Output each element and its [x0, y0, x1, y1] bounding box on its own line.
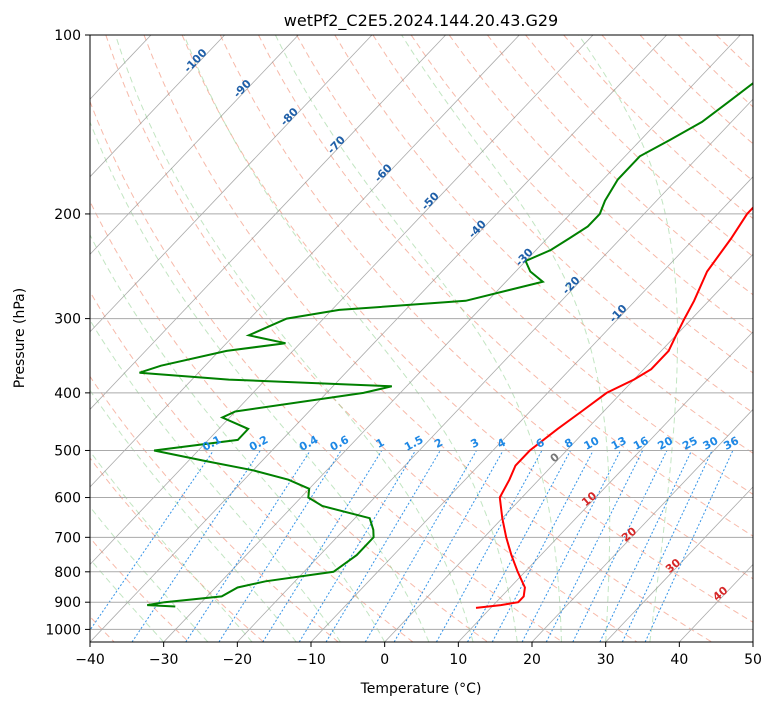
y-tick-label: 600: [54, 491, 81, 507]
y-axis: 100 200 300 400 500 600 700 800 900 1000: [45, 28, 90, 638]
y-tick-label: 200: [54, 207, 81, 223]
y-tick-label: 900: [54, 595, 81, 611]
dry-adiabat: [755, 35, 775, 642]
x-tick-label: 10: [449, 652, 467, 668]
isotherm: [0, 35, 4, 642]
x-tick-label: −40: [75, 652, 105, 668]
x-tick-label: 30: [597, 652, 615, 668]
y-tick-label: 400: [54, 386, 81, 402]
y-tick-label: 800: [54, 565, 81, 581]
x-tick-label: 40: [670, 652, 688, 668]
x-axis-label: Temperature (°C): [360, 681, 482, 697]
x-tick-label: −10: [296, 652, 326, 668]
x-axis: −40 −30 −20 −10 0 10 20 30 40 50: [75, 642, 762, 668]
y-tick-label: 300: [54, 312, 81, 328]
y-tick-label: 100: [54, 28, 81, 44]
chart-title: wetPf2_C2E5.2024.144.20.43.G29: [284, 11, 558, 31]
y-tick-label: 500: [54, 443, 81, 459]
x-tick-label: −30: [149, 652, 179, 668]
isotherm: [753, 35, 775, 642]
y-tick-label: 1000: [45, 622, 81, 638]
y-axis-label: Pressure (hPa): [12, 288, 28, 388]
x-tick-label: −20: [223, 652, 253, 668]
x-tick-label: 50: [744, 652, 762, 668]
y-tick-label: 700: [54, 530, 81, 546]
x-tick-label: 20: [523, 652, 541, 668]
x-tick-label: 0: [380, 652, 389, 668]
